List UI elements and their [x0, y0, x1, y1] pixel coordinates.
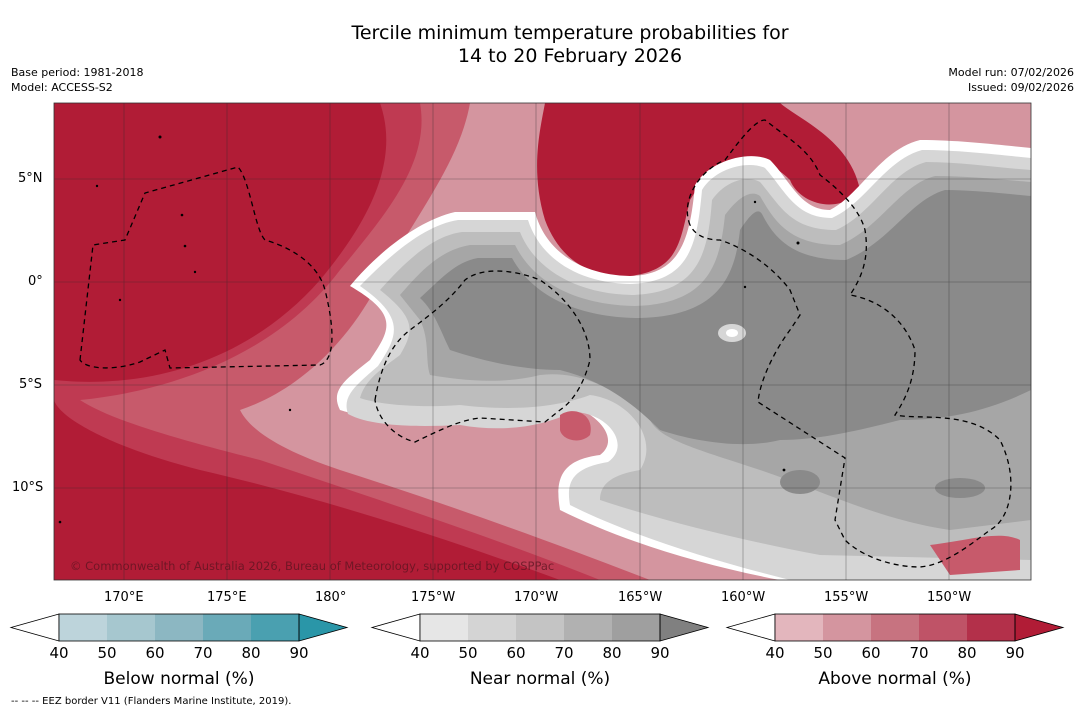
cbar-tick: 60 — [506, 644, 526, 662]
cbar-tick: 40 — [410, 644, 430, 662]
lon-label-160w: 160°W — [721, 590, 766, 605]
lon-label-150w: 150°W — [927, 590, 972, 605]
cbar-tick: 70 — [554, 644, 574, 662]
cbar-tick: 90 — [1005, 644, 1025, 662]
near-normal-80-region — [420, 190, 1031, 445]
northern-warm-region — [537, 103, 860, 277]
cbar-tick: 50 — [97, 644, 117, 662]
cbar-tick: 80 — [241, 644, 261, 662]
lon-label-170e: 170°E — [104, 590, 144, 605]
model-run: Model run: 07/02/2026 — [948, 66, 1074, 79]
copyright-notice: © Commonwealth of Australia 2026, Bureau… — [70, 559, 555, 573]
colorbar-above-title: Above normal (%) — [818, 669, 972, 689]
cbar-tick: 90 — [650, 644, 670, 662]
base-period: Base period: 1981-2018 — [11, 66, 144, 79]
model-name: Model: ACCESS-S2 — [11, 81, 113, 94]
lon-label-155w: 155°W — [824, 590, 869, 605]
colorbar-above — [725, 613, 1065, 642]
colorbar-near-title: Near normal (%) — [469, 669, 611, 689]
cbar-tick: 80 — [602, 644, 622, 662]
cbar-tick: 40 — [49, 644, 69, 662]
islands — [58, 135, 800, 524]
cbar-tick: 50 — [458, 644, 478, 662]
southeast-warm-spot — [930, 535, 1020, 575]
southern-warm-spot — [560, 411, 591, 441]
eez-footnote: -- -- -- EEZ border V11 (Flanders Marine… — [11, 696, 292, 707]
near-normal-spot-mid — [780, 470, 820, 494]
issued-date: Issued: 09/02/2026 — [967, 81, 1074, 94]
title-line2: 14 to 20 February 2026 — [457, 45, 683, 67]
colorbar-below — [9, 613, 349, 642]
lat-label-5s: 5°S — [19, 377, 43, 392]
cbar-tick: 70 — [193, 644, 213, 662]
meta-right: Model run: 07/02/2026 Issued: 09/02/2026 — [948, 65, 1074, 95]
lat-label-10s: 10°S — [12, 480, 44, 495]
lon-label-170w: 170°W — [514, 590, 559, 605]
lat-label-0: 0° — [28, 274, 43, 289]
cbar-tick: 80 — [957, 644, 977, 662]
colorbar-below-title: Below normal (%) — [103, 669, 255, 689]
cbar-tick: 50 — [813, 644, 833, 662]
title-line1: Tercile minimum temperature probabilitie… — [351, 22, 789, 44]
near-normal-spot-center — [726, 329, 738, 337]
cbar-tick: 60 — [145, 644, 165, 662]
lon-label-175e: 175°E — [207, 590, 247, 605]
cbar-tick: 40 — [765, 644, 785, 662]
map-frame — [53, 102, 1032, 581]
cbar-tick: 70 — [909, 644, 929, 662]
cbar-tick: 90 — [289, 644, 309, 662]
lon-label-175w: 175°W — [411, 590, 456, 605]
eez-borders — [79, 119, 1012, 568]
colorbar-near — [370, 613, 710, 642]
lon-label-180: 180° — [315, 590, 347, 605]
probability-field — [54, 103, 1031, 580]
graticule — [54, 103, 1031, 580]
map-title: Tercile minimum temperature probabilitie… — [0, 22, 1085, 68]
lon-label-165w: 165°W — [618, 590, 663, 605]
lat-label-5n: 5°N — [18, 171, 43, 186]
meta-left: Base period: 1981-2018 Model: ACCESS-S2 — [11, 65, 143, 95]
cbar-tick: 60 — [861, 644, 881, 662]
